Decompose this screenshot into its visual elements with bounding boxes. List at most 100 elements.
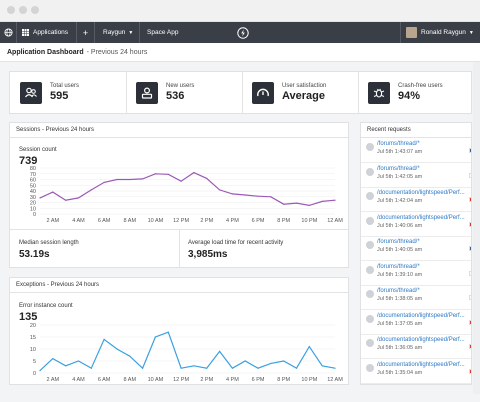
request-path[interactable]: /forums/thread/* [377, 141, 420, 147]
data-point[interactable] [39, 370, 41, 372]
user-menu[interactable]: Ronald Raygun ▼ [400, 22, 480, 43]
data-point[interactable] [116, 178, 118, 181]
data-point[interactable] [270, 196, 272, 198]
request-item[interactable]: /forums/thread/* Jul 5th 1:40:05 am [361, 237, 471, 260]
data-point[interactable] [231, 193, 233, 195]
request-path[interactable]: /documentation/lightspeed/Perf... [377, 214, 465, 221]
globe-button[interactable] [0, 22, 17, 43]
data-point[interactable] [321, 200, 323, 202]
request-path[interactable]: /documentation/lightspeed/Perf... [377, 361, 465, 368]
data-point[interactable] [308, 204, 310, 206]
data-point[interactable] [218, 189, 221, 191]
sessions-panel-title: Sessions - Previous 24 hours [10, 123, 348, 138]
data-point[interactable] [257, 195, 259, 197]
x-tick-label: 2 AM [47, 218, 60, 224]
data-point[interactable] [103, 181, 105, 183]
data-point[interactable] [206, 177, 208, 179]
data-point[interactable] [142, 178, 144, 180]
request-item[interactable]: /documentation/lightspeed/Perf... Jul 5th… [361, 335, 471, 358]
data-point[interactable] [154, 336, 157, 338]
request-path[interactable]: /forums/thread/* [377, 239, 420, 245]
data-point[interactable] [270, 362, 272, 364]
app-selector[interactable]: Space App [140, 22, 230, 43]
window-maximize-dot[interactable] [31, 6, 39, 14]
request-time: Jul 5th 1:35:04 am [377, 369, 423, 376]
data-point[interactable] [77, 360, 80, 362]
data-point[interactable] [167, 173, 169, 175]
request-item[interactable]: /forums/thread/* Jul 5th 1:42:05 am [361, 164, 471, 187]
data-point[interactable] [90, 367, 92, 369]
data-point[interactable] [231, 367, 233, 369]
request-item[interactable]: /forums/thread/* Jul 5th 1:38:05 am [361, 286, 471, 309]
data-point[interactable] [308, 346, 310, 348]
data-point[interactable] [142, 367, 144, 369]
data-point[interactable] [283, 203, 285, 205]
data-point[interactable] [65, 199, 67, 201]
data-point[interactable] [206, 367, 208, 369]
pulse-button[interactable] [234, 22, 252, 43]
divider [361, 186, 471, 188]
data-point[interactable] [90, 189, 92, 191]
data-point[interactable] [334, 199, 336, 201]
data-point[interactable] [218, 350, 221, 352]
divider [361, 284, 471, 286]
data-point[interactable] [180, 180, 182, 182]
data-point[interactable] [77, 197, 80, 199]
exceptions-panel-title: Exceptions - Previous 24 hours [10, 278, 348, 293]
request-item[interactable]: /forums/thread/* Jul 5th 1:39:10 am [361, 262, 471, 285]
data-point[interactable] [103, 338, 105, 340]
data-point[interactable] [52, 358, 54, 360]
data-point[interactable] [244, 360, 246, 362]
request-time: Jul 5th 1:40:06 am [377, 222, 423, 229]
data-point[interactable] [167, 331, 169, 333]
x-tick-label: 12 PM [173, 218, 189, 224]
sessions-panel: Sessions - Previous 24 hours Session cou… [9, 122, 349, 268]
y-tick-label: 20 [30, 201, 36, 207]
request-item[interactable]: /forums/thread/* Jul 5th 1:43:07 am [361, 139, 471, 162]
request-path[interactable]: /documentation/lightspeed/Perf... [377, 190, 465, 196]
data-point[interactable] [129, 178, 131, 181]
data-point[interactable] [244, 194, 246, 196]
y-tick-label: 30 [30, 195, 36, 201]
request-path[interactable]: /forums/thread/* [377, 288, 420, 294]
request-item[interactable]: /documentation/lightspeed/Perf... Jul 5th… [361, 188, 471, 211]
request-path[interactable]: /forums/thread/* [377, 263, 420, 270]
data-point[interactable] [193, 365, 195, 367]
data-point[interactable] [65, 365, 67, 367]
request-path[interactable]: /forums/thread/* [377, 165, 420, 172]
data-point[interactable] [52, 191, 54, 193]
data-point[interactable] [116, 348, 118, 350]
data-point[interactable] [321, 365, 323, 367]
scrollbar[interactable] [473, 62, 480, 394]
request-item[interactable]: /documentation/lightspeed/Perf... Jul 5th… [361, 360, 471, 383]
data-point[interactable] [39, 197, 41, 199]
window-close-dot[interactable] [7, 6, 15, 14]
request-item[interactable]: /documentation/lightspeed/Perf... Jul 5th… [361, 213, 471, 236]
stat-label: User satisfaction [282, 83, 327, 89]
request-item[interactable]: /documentation/lightspeed/Perf... Jul 5th… [361, 311, 471, 334]
x-tick-label: 10 PM [301, 377, 317, 383]
data-point[interactable] [295, 202, 298, 204]
globe-icon [3, 28, 13, 37]
applications-menu[interactable]: Applications [17, 22, 77, 43]
window-minimize-dot[interactable] [19, 6, 27, 14]
divider [179, 229, 180, 267]
data-point[interactable] [257, 367, 259, 369]
request-time: Jul 5th 1:43:07 am [377, 149, 423, 155]
divider [361, 235, 471, 237]
data-point[interactable] [129, 355, 131, 357]
data-point[interactable] [295, 367, 298, 369]
data-point[interactable] [283, 360, 285, 362]
request-path[interactable]: /documentation/lightspeed/Perf... [377, 312, 465, 319]
request-path[interactable]: /documentation/lightspeed/Perf... [377, 337, 465, 343]
country-flag-icon [469, 197, 471, 202]
add-button[interactable]: + [77, 22, 95, 43]
error-count-label: Error instance count [19, 303, 73, 309]
data-point[interactable] [334, 367, 336, 369]
y-tick-label: 5 [33, 359, 36, 365]
page-header: Application Dashboard - Previous 24 hour… [0, 43, 480, 62]
org-dropdown[interactable]: Raygun ▼ [95, 22, 140, 43]
data-point[interactable] [154, 173, 157, 175]
data-point[interactable] [193, 172, 195, 174]
data-point[interactable] [180, 367, 182, 369]
